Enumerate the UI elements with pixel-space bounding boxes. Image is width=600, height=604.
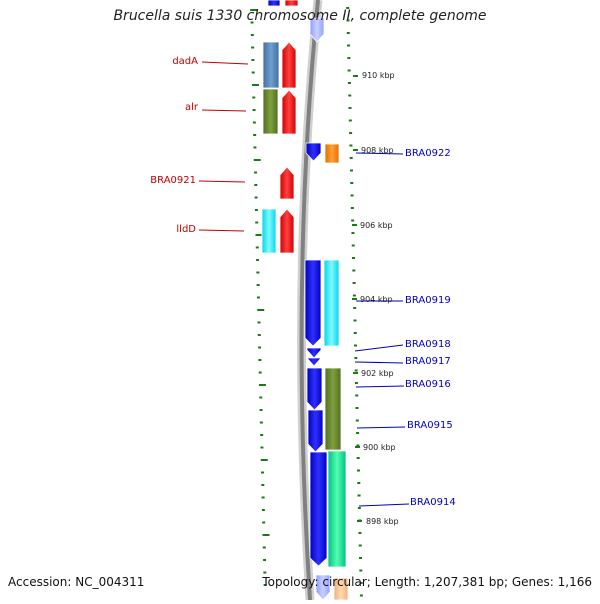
kbp-label-900: 900 kbp: [363, 443, 396, 452]
gene-block-top-blue: [267, 0, 281, 7]
gene-label-BRA0921[interactable]: BRA0921: [150, 175, 196, 186]
leader-line-left: [201, 109, 247, 112]
gene-arrow-BRA0919: [304, 259, 322, 347]
gene-label-dadA[interactable]: dadA: [172, 56, 198, 67]
gene-block-lldD-cog: [261, 208, 277, 254]
leader-line-right: [355, 385, 405, 388]
gene-block-alr-cog: [262, 88, 279, 135]
kbp-label-898: 898 kbp: [366, 517, 399, 526]
gene-block-top-red: [284, 0, 299, 7]
gene-label-BRA0915[interactable]: BRA0915: [407, 420, 453, 431]
leader-line-left: [201, 61, 249, 65]
leader-line-left: [198, 180, 246, 183]
gene-arrow-BRA0918: [306, 347, 322, 359]
gene-label-lldD[interactable]: lldD: [176, 224, 196, 235]
gene-block-BRA0919-cog: [323, 259, 340, 347]
gene-block-BRA0922-cog: [324, 143, 340, 164]
gene-arrow-bottom-pale: [315, 574, 331, 601]
kbp-label-910: 910 kbp: [362, 71, 395, 80]
gene-block-BRA0916-cog: [324, 367, 342, 451]
gene-arrow-lldD: [279, 208, 295, 254]
gene-arrow-BRA0915: [307, 409, 324, 453]
gene-arrow-BRA0914: [309, 451, 328, 567]
gene-label-BRA0914[interactable]: BRA0914: [410, 497, 456, 508]
kbp-label-902: 902 kbp: [361, 369, 394, 378]
leader-line-left: [198, 229, 245, 232]
gene-label-BRA0916[interactable]: BRA0916: [405, 379, 451, 390]
gene-arrow-BRA0922: [305, 142, 322, 162]
gene-arrow-dadA: [281, 41, 297, 89]
leader-line-right: [354, 361, 404, 364]
gene-label-BRA0919[interactable]: BRA0919: [405, 295, 451, 306]
map-title: Brucella suis 1330 chromosome II, comple…: [113, 8, 487, 24]
gene-arrow-BRA0916: [306, 367, 323, 411]
gene-arrow-BRA0921: [279, 166, 295, 200]
gene-arrow-top-pale: [309, 17, 325, 43]
gene-arrow-alr: [281, 89, 297, 135]
kbp-label-904: 904 kbp: [360, 295, 393, 304]
genome-summary-text: Topology: circular; Length: 1,207,381 bp…: [262, 575, 592, 589]
accession-text: Accession: NC_004311: [8, 575, 145, 589]
gene-block-dadA-cog: [262, 41, 280, 89]
backbone-line: [299, 0, 320, 601]
gene-label-BRA0922[interactable]: BRA0922: [405, 148, 451, 159]
kbp-label-906: 906 kbp: [360, 221, 393, 230]
gene-label-BRA0918[interactable]: BRA0918: [405, 339, 451, 350]
leader-line-right: [355, 152, 404, 155]
leader-line-right: [356, 426, 406, 429]
kbp-label-908: 908 kbp: [361, 146, 394, 155]
gene-block-BRA0914-cog: [327, 450, 347, 568]
leader-line-right: [358, 503, 410, 507]
gene-label-alr[interactable]: alr: [184, 102, 198, 113]
gene-label-BRA0917[interactable]: BRA0917: [405, 356, 451, 367]
gene-arrow-BRA0917: [306, 357, 322, 367]
leader-line-right: [354, 344, 404, 352]
